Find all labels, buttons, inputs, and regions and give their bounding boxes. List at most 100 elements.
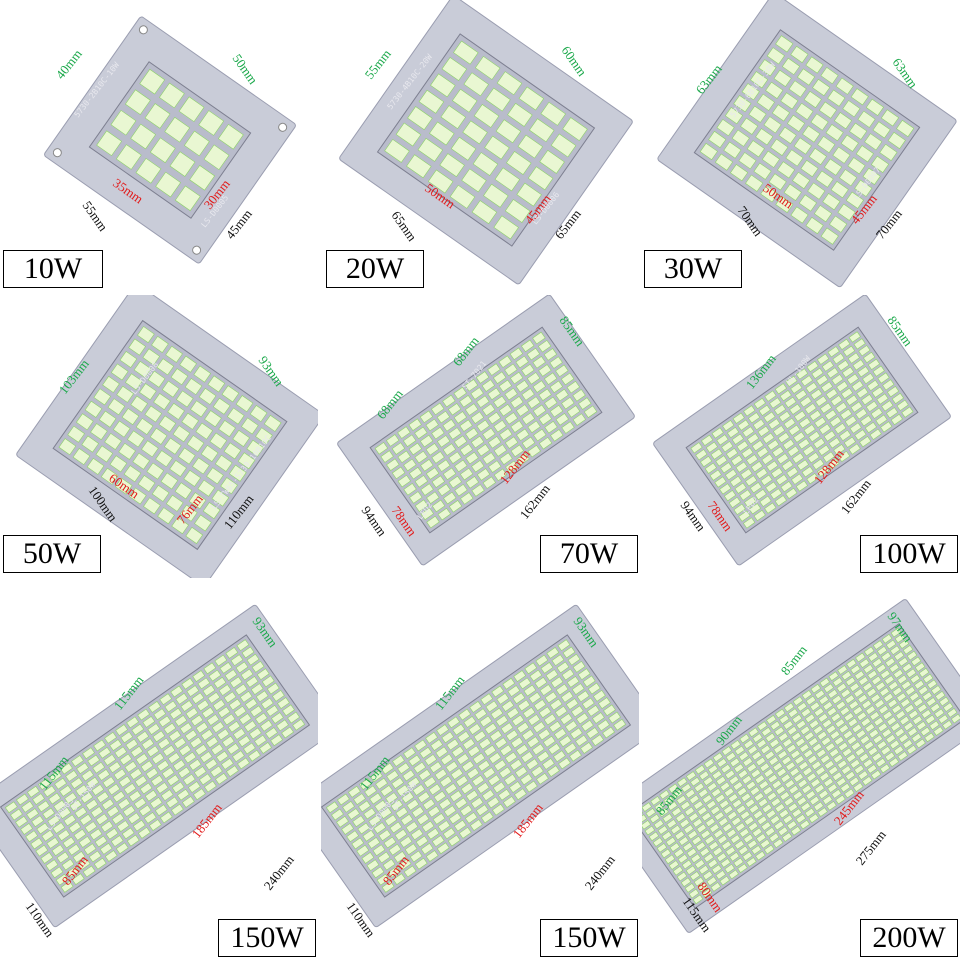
led-chip [132,452,151,470]
led-chip [524,662,538,675]
led-chip [479,715,493,728]
led-chip [933,726,944,736]
wattage-label: 70W [540,535,638,573]
led-chip [774,383,788,395]
led-chip [811,760,822,771]
led-chip [449,184,476,209]
led-chip [403,483,417,496]
board-image-70w [337,295,635,566]
led-chip [918,685,929,696]
led-chip [570,727,583,740]
led-chip [223,691,237,704]
led-chip [405,821,419,833]
led-chip [414,426,428,440]
led-chip [476,468,491,481]
led-chip [186,685,200,697]
led-chip [137,826,151,839]
led-chip [881,633,893,644]
board-image-150w [0,604,318,928]
led-chip [712,846,723,857]
led-chip [485,700,499,713]
led-chip [904,703,915,714]
led-chip [562,646,576,659]
led-chip [875,414,888,426]
led-chip [526,736,540,749]
led-chip [745,475,758,487]
led-chip [549,404,564,418]
led-chip [815,395,828,407]
led-chip [824,742,836,752]
wattage-label: 150W [218,919,316,957]
led-chip [376,873,390,886]
led-chip [730,834,741,844]
led-chip [896,399,909,411]
led-chip [795,737,806,748]
led-chip [521,339,535,353]
led-chip [228,464,247,482]
panel-200w: 85mm 90mm 85mm 97mm 115mm 275mm 80mm 245… [642,581,960,960]
led-chip [180,504,198,522]
led-chip [673,848,685,858]
led-chip [515,379,530,393]
led-chip [818,789,829,800]
led-chip [808,813,819,824]
led-chip [138,804,152,817]
led-chip [120,731,134,744]
led-chip [864,723,876,733]
led-chip [46,837,60,849]
led-chip [770,467,784,479]
led-chip [72,851,86,863]
led-chip [909,674,921,684]
panel-30w: 63mm 63mm 70mm 70mm 50mm 45mm 5730-6B10C… [642,0,960,292]
led-chip [727,793,739,803]
led-chip [723,490,737,502]
led-chip [828,748,840,758]
led-chip [470,797,484,809]
led-chip [738,845,749,856]
led-chip [164,700,178,713]
led-chip [566,405,581,418]
led-chip [542,758,555,770]
led-chip [798,760,809,771]
led-chip [769,815,781,825]
led-chip [800,375,813,387]
led-chip [129,487,147,505]
led-chip [130,123,157,150]
led-chip [800,707,812,718]
led-chip [147,723,161,735]
led-chip [799,725,811,736]
led-chip [791,808,803,818]
led-chip [414,857,428,870]
led-chip [799,819,811,830]
led-chip [747,821,759,832]
led-chip [228,698,242,711]
led-chip [581,697,595,710]
led-chip [567,653,581,666]
led-chip [700,829,711,840]
led-chip [708,840,719,851]
led-chip [757,797,769,808]
led-chip [683,824,694,834]
led-chip [93,388,112,406]
led-chip [61,858,75,871]
led-chip [158,82,185,109]
led-chip [69,799,83,812]
led-chip [799,743,810,753]
led-chip [731,129,750,147]
led-chip [820,381,834,393]
led-chip [866,764,878,774]
led-chip [897,751,908,761]
led-chip [205,736,219,749]
led-chip [670,824,681,835]
led-chip [808,737,819,747]
led-chip [152,730,166,743]
led-chip [484,722,498,735]
led-chip [792,696,804,706]
led-chip [532,355,546,369]
led-chip [841,670,852,681]
led-chip [676,795,687,805]
led-chip [453,411,468,424]
led-chip [805,216,824,235]
led-chip [808,430,821,443]
led-chip [813,707,825,717]
